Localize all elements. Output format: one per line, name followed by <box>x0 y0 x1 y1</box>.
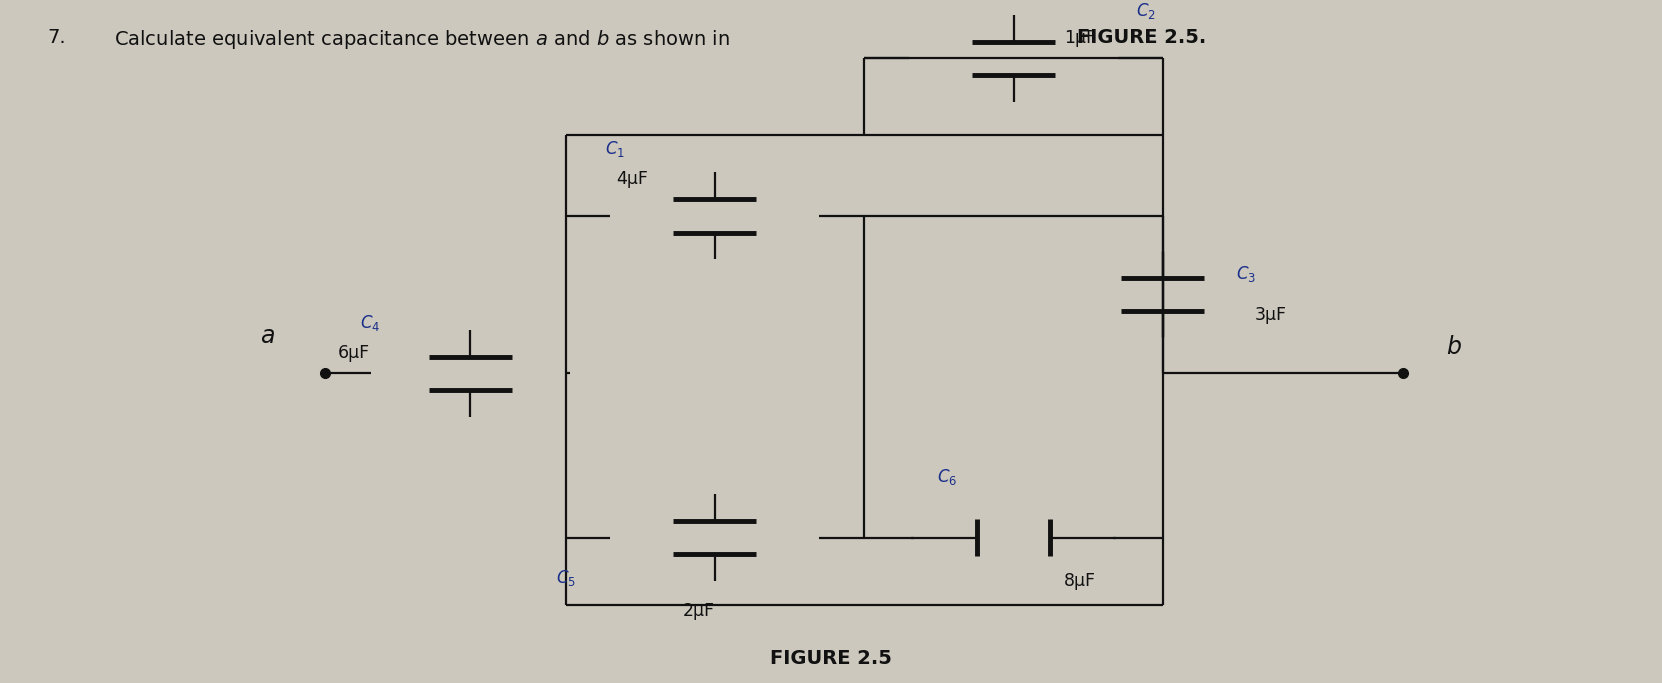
Text: 6μF: 6μF <box>337 344 371 362</box>
Text: 1μF: 1μF <box>1064 29 1095 47</box>
Text: $C_2$: $C_2$ <box>1137 1 1157 21</box>
Text: $C_6$: $C_6$ <box>937 467 957 487</box>
Text: a: a <box>259 324 274 348</box>
Text: $C_1$: $C_1$ <box>605 139 625 158</box>
Text: 7.: 7. <box>48 28 66 47</box>
Text: FIGURE 2.5: FIGURE 2.5 <box>770 650 892 668</box>
Text: 8μF: 8μF <box>1064 572 1095 590</box>
Text: 3μF: 3μF <box>1255 306 1286 324</box>
Text: 4μF: 4μF <box>617 170 648 188</box>
Text: 2μF: 2μF <box>683 602 715 620</box>
Text: Calculate equivalent capacitance between $a$ and $b$ as shown in: Calculate equivalent capacitance between… <box>115 28 731 51</box>
Text: FIGURE 2.5.: FIGURE 2.5. <box>1077 28 1207 47</box>
Text: $C_4$: $C_4$ <box>361 313 381 333</box>
Text: $C_5$: $C_5$ <box>555 568 575 588</box>
Text: $C_3$: $C_3$ <box>1237 264 1256 284</box>
Text: b: b <box>1446 335 1461 359</box>
